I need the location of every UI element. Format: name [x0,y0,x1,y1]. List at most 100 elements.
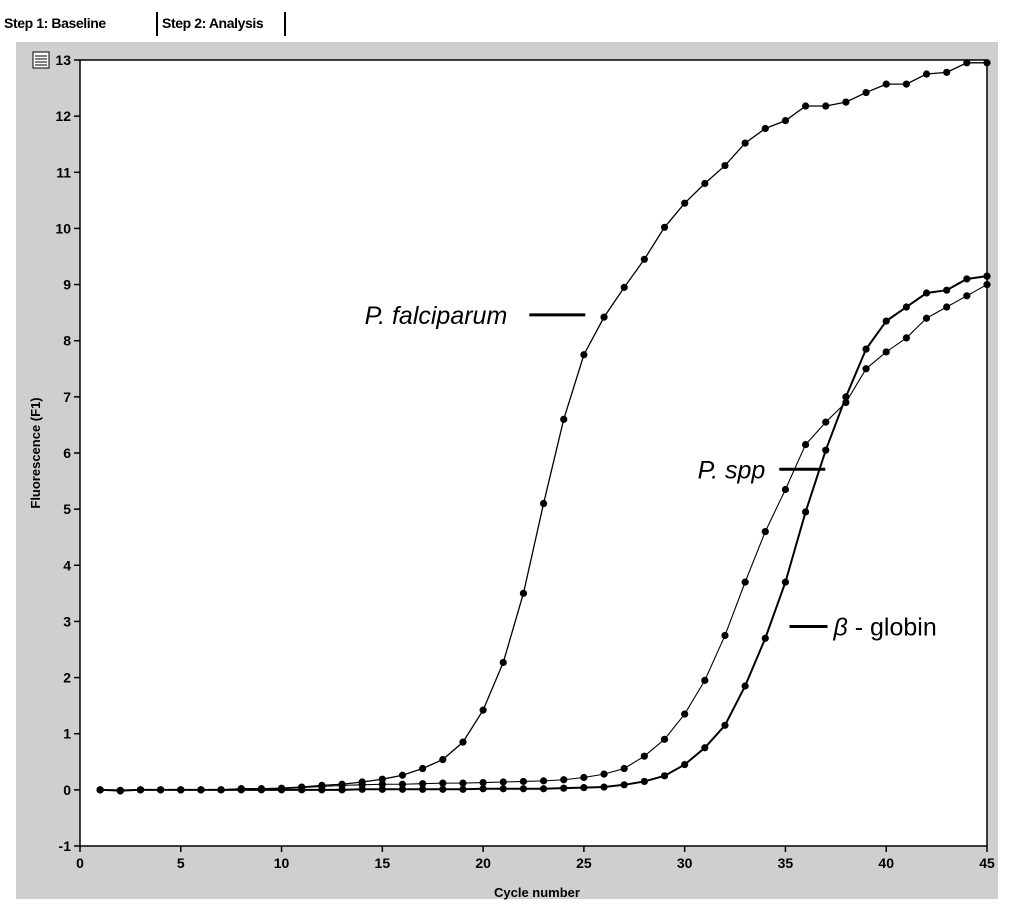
data-point [761,634,769,642]
data-point [943,286,951,294]
data-point [862,365,870,373]
data-point [439,785,447,793]
y-tick-label: 2 [63,670,71,686]
data-point [217,786,225,794]
data-point [378,775,386,783]
tab-analysis[interactable]: Step 2: Analysis [162,15,264,31]
data-point [701,744,709,752]
data-point [197,786,205,794]
x-axis-title: Cycle number [494,885,580,900]
data-point [177,786,185,794]
data-point [378,785,386,793]
y-tick-label: 12 [55,108,71,124]
x-tick-label: 45 [979,855,995,871]
data-point [519,785,528,793]
annotations: P. falciparum P. spp β - globin [365,302,937,642]
data-point [96,786,104,794]
y-tick-label: -1 [59,838,72,854]
data-point [419,780,427,788]
data-point [741,578,749,586]
data-point [963,292,971,300]
data-point [539,499,548,508]
y-tick-label: 6 [63,445,71,461]
data-point [902,334,910,342]
data-point [499,778,507,786]
data-point [721,631,729,640]
y-tick-label: 8 [63,333,71,349]
data-point [640,255,648,263]
data-point [499,658,507,667]
annotation-p-falciparum: P. falciparum [365,302,508,330]
data-point [922,289,931,297]
y-axis-title: Fluorescence (F1) [28,397,43,508]
tab-bar: Step 1: Baseline Step 2: Analysis [0,0,1014,40]
data-point [398,780,407,788]
data-point [459,785,467,793]
tab-baseline[interactable]: Step 1: Baseline [4,15,106,31]
y-tick-label: 3 [63,613,71,629]
data-point [237,786,245,794]
data-point [479,785,487,793]
y-tick-label: 10 [55,220,71,236]
data-point [882,317,890,325]
data-point [459,738,467,746]
x-tick-label: 20 [475,855,491,871]
data-point [822,418,830,426]
data-point [298,786,306,794]
data-point [842,98,850,106]
data-point [378,780,386,788]
data-point [620,781,628,789]
data-point [419,785,427,793]
x-tick-label: 10 [274,855,290,871]
data-point [519,777,528,786]
data-point [539,785,548,793]
data-point [781,117,790,125]
y-tick-label: 0 [63,782,71,798]
data-point [660,223,669,231]
data-point [882,80,890,88]
data-point [701,179,709,188]
data-point [257,786,265,794]
data-point [398,771,407,779]
data-point [620,764,628,773]
data-point [358,785,366,793]
data-point [822,446,830,454]
data-point [157,786,165,794]
data-point [862,345,870,353]
y-tick-label: 11 [56,164,71,180]
data-point [681,710,689,718]
data-point [902,303,910,311]
data-point [721,161,729,170]
data-point [943,68,951,76]
plot-area [79,59,988,847]
data-point [822,102,830,110]
data-point [439,779,447,787]
data-point [136,786,145,794]
x-tick-label: 0 [76,855,84,871]
data-point [459,779,467,787]
data-point [600,770,608,778]
data-point [277,786,286,794]
data-point [741,139,749,147]
data-point [479,706,487,714]
corner-icon[interactable] [32,51,50,69]
data-point [681,760,689,769]
x-tick-label: 5 [177,855,185,871]
data-point [983,280,991,289]
x-tick-label: 15 [375,855,391,871]
data-point [640,752,648,760]
data-point [560,776,568,784]
data-point [802,508,810,516]
data-point [761,528,769,536]
data-point [701,676,709,684]
data-point [580,773,588,782]
data-point [640,777,648,786]
x-tick-label: 30 [677,855,693,871]
data-point [519,589,528,597]
data-point [338,786,346,794]
x-tick-label: 35 [778,855,794,871]
data-point [660,772,669,780]
data-point [560,784,568,792]
